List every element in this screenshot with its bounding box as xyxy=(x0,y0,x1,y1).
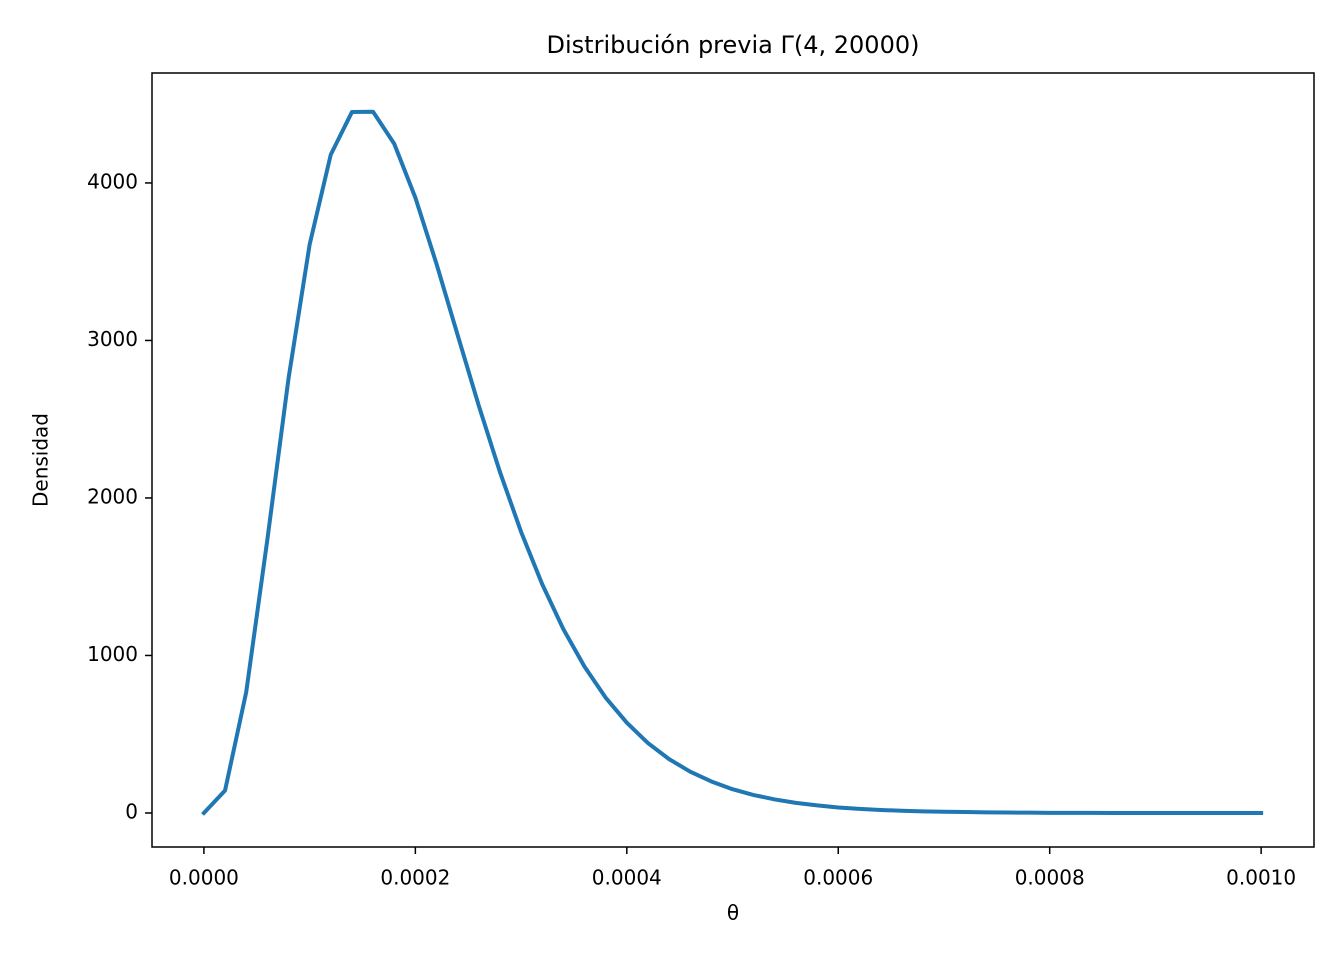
x-tick-label: 0.0002 xyxy=(380,866,450,890)
y-tick-label: 2000 xyxy=(87,484,138,508)
x-axis-label: θ xyxy=(727,901,739,925)
plot-frame xyxy=(151,72,1315,848)
y-tick-label: 1000 xyxy=(87,642,138,666)
chart-title: Distribución previa Γ(4, 20000) xyxy=(547,31,920,59)
x-tick-label: 0.0000 xyxy=(169,866,239,890)
y-tick-label: 3000 xyxy=(87,327,138,351)
line xyxy=(201,109,1264,816)
y-axis-label: Densidad xyxy=(29,413,53,507)
x-tick-label: 0.0008 xyxy=(1015,866,1085,890)
x-tick-label: 0.0004 xyxy=(592,866,662,890)
y-tick-label: 0 xyxy=(125,799,138,823)
x-tick-label: 0.0010 xyxy=(1226,866,1296,890)
y-tick-label: 4000 xyxy=(87,169,138,193)
x-tick-label: 0.0006 xyxy=(803,866,873,890)
